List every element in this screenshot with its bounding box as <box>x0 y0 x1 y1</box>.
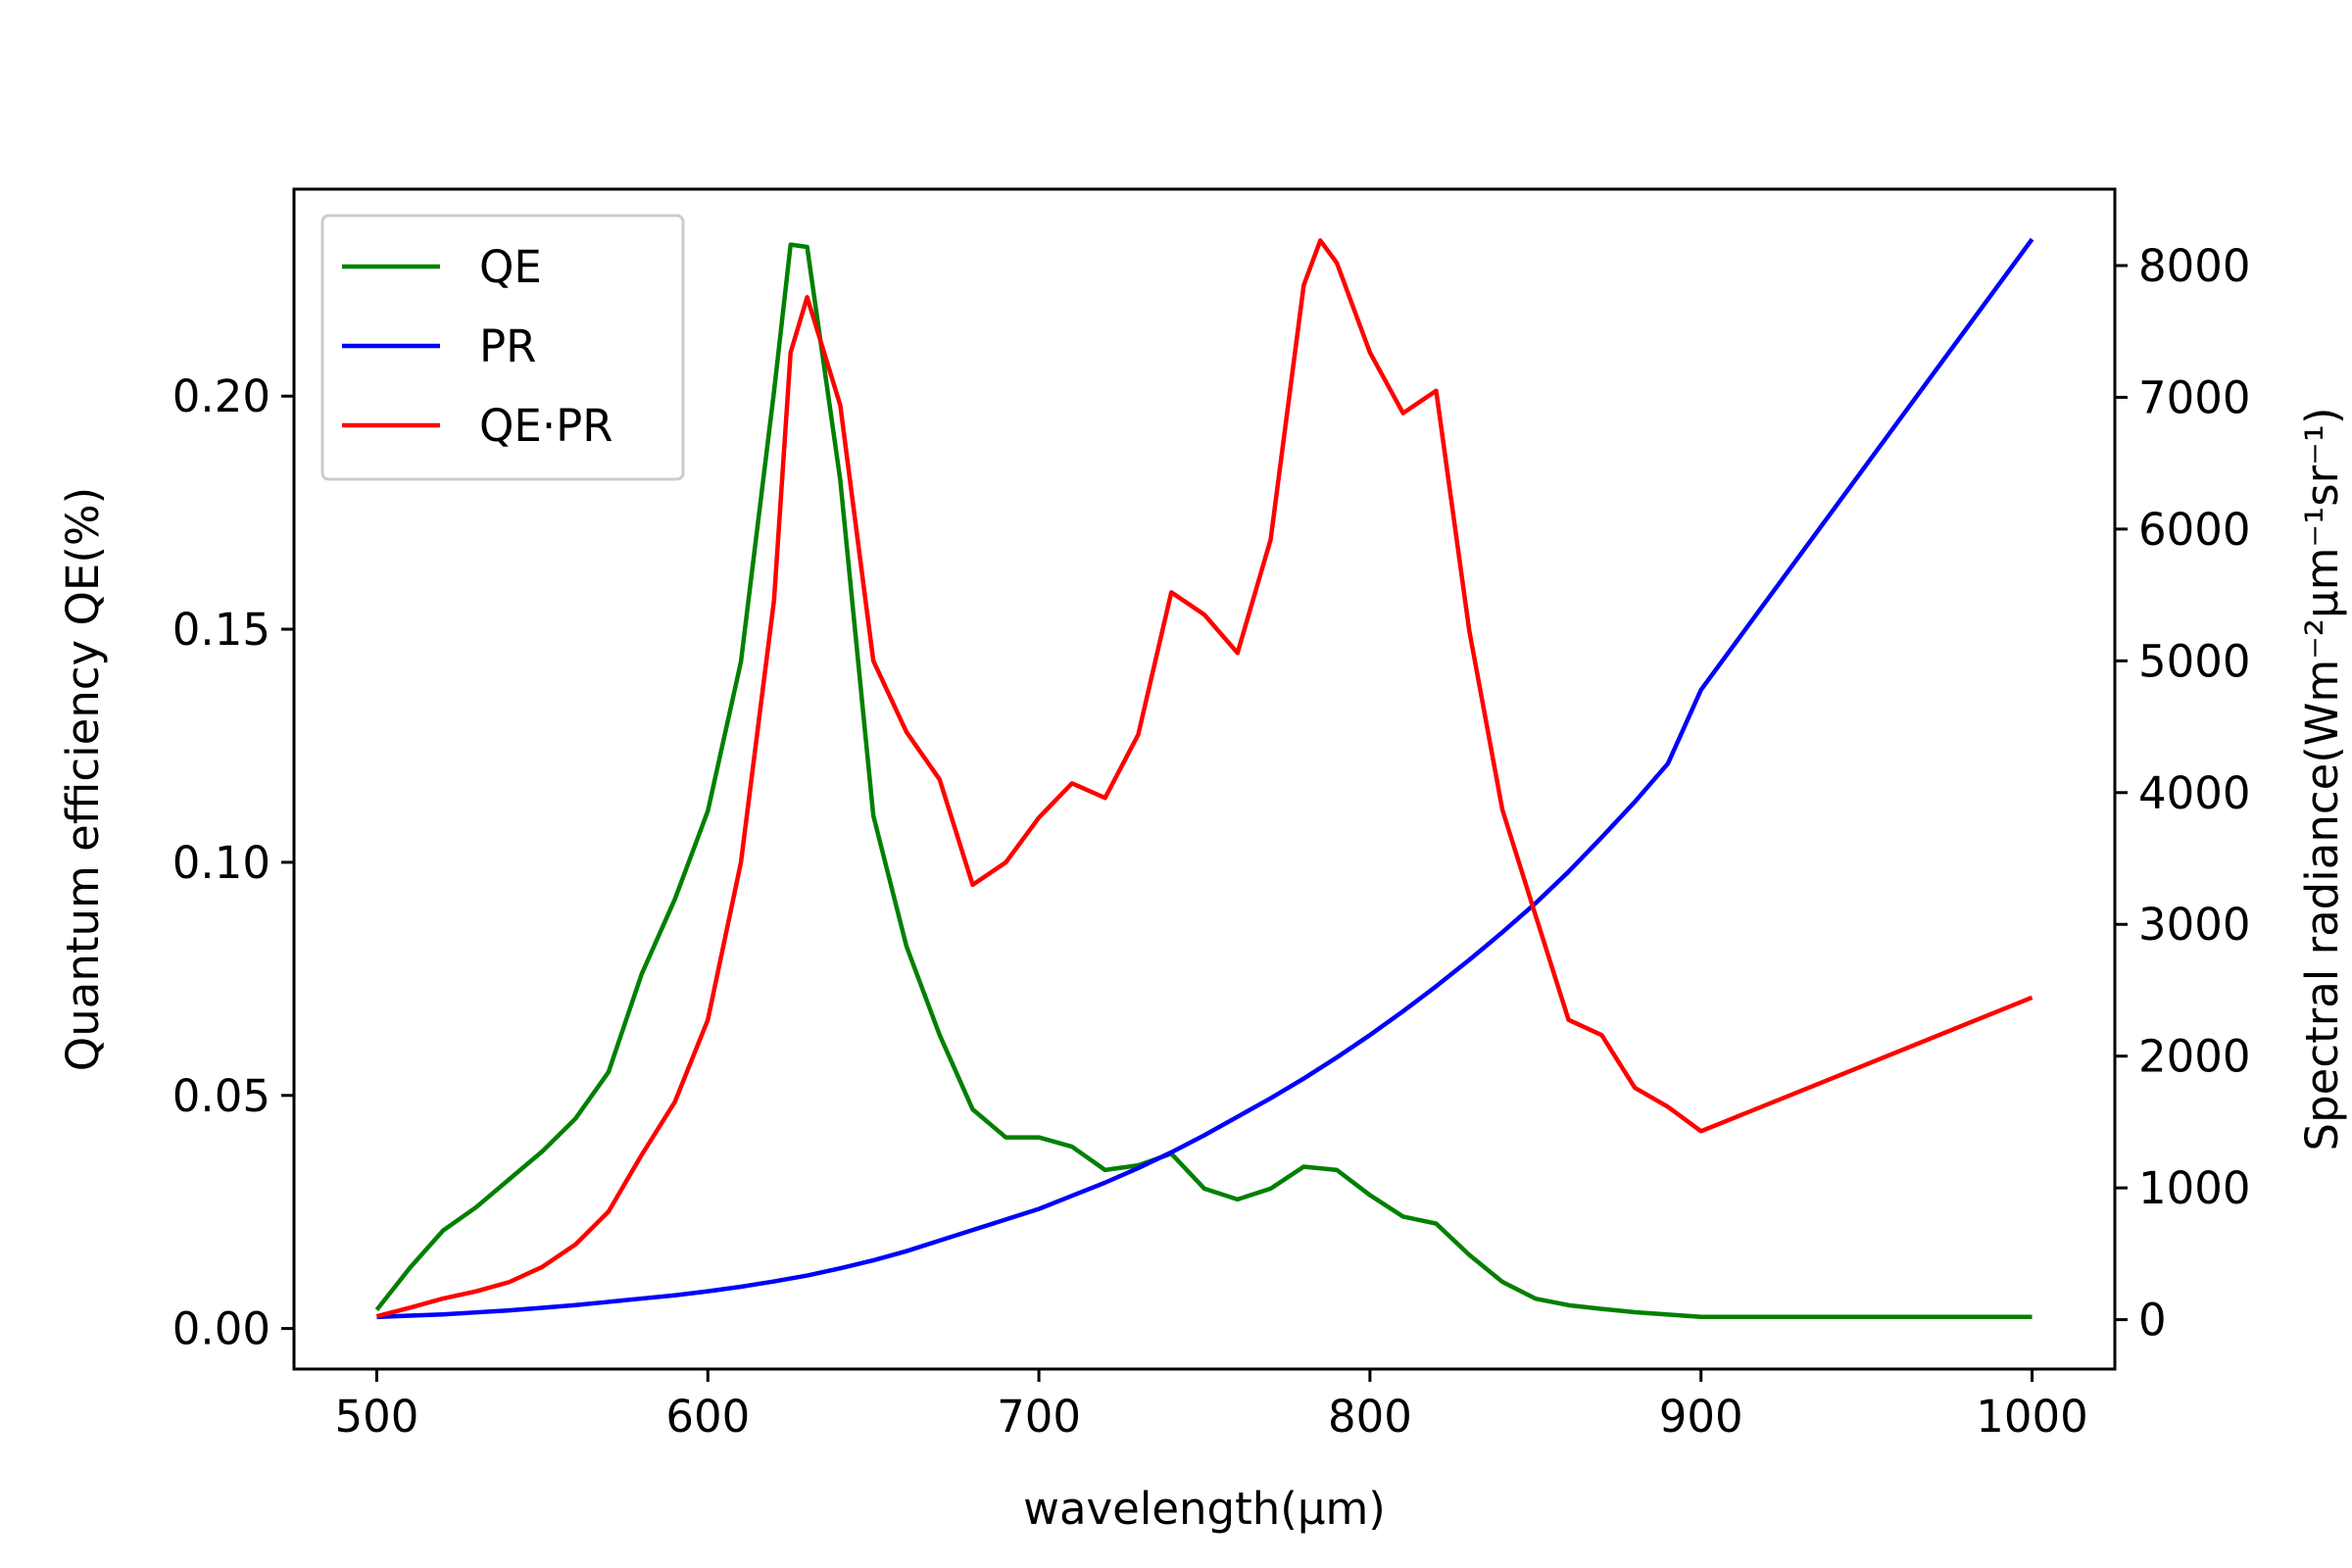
y2-tick-label: 6000 <box>2138 504 2251 556</box>
y-axis-label: Quantum efficiency QE(%) <box>57 487 109 1071</box>
y-tick-label: 0.20 <box>172 370 270 422</box>
x-tick-label: 800 <box>1328 1391 1412 1443</box>
legend-frame <box>320 214 685 481</box>
data-line <box>376 237 2034 1320</box>
x-tick-label: 700 <box>997 1391 1081 1443</box>
y2-tick-label: 0 <box>2138 1295 2167 1347</box>
y2-tick-label: 5000 <box>2138 635 2251 687</box>
x-axis-label: wavelength(μm) <box>1023 1483 1386 1535</box>
y-tick-label: 0.10 <box>172 837 270 889</box>
y-tick-label: 0.00 <box>172 1303 270 1355</box>
x-tick-label: 900 <box>1659 1391 1743 1443</box>
y-tick-label: 0.05 <box>172 1070 270 1122</box>
legend-label: QE <box>479 241 542 293</box>
y2-tick-label: 2000 <box>2138 1031 2251 1083</box>
data-line <box>375 238 2034 1319</box>
y2-tick-label: 7000 <box>2138 371 2251 423</box>
y2-tick-label: 4000 <box>2138 767 2251 819</box>
x-tick-label: 1000 <box>1976 1391 2088 1443</box>
y2-tick-label: 1000 <box>2138 1162 2251 1214</box>
legend-label: PR <box>479 320 536 372</box>
y2-tick-label: 3000 <box>2138 899 2251 951</box>
plot-frame <box>292 187 2117 1371</box>
y2-axis-label: Spectral radiance(Wm⁻²μm⁻¹sr⁻¹) <box>2296 408 2348 1152</box>
y-tick-label: 0.15 <box>172 604 270 656</box>
x-tick-label: 500 <box>335 1391 419 1443</box>
data-line <box>374 242 2033 1319</box>
legend-label: QE·PR <box>479 400 613 452</box>
y2-tick-label: 8000 <box>2138 240 2251 292</box>
x-tick-label: 600 <box>665 1391 750 1443</box>
legend: QE PR QE·PR <box>320 214 685 481</box>
